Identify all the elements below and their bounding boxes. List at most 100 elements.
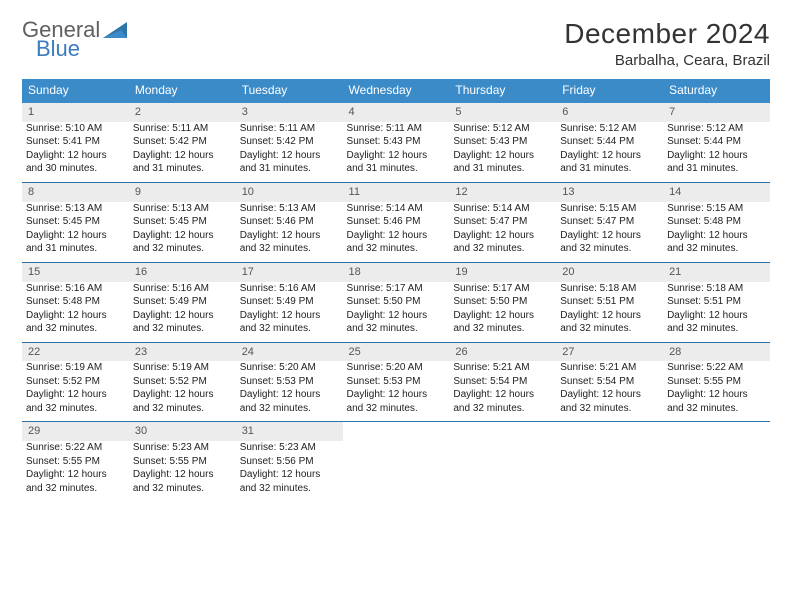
day-cell: Sunrise: 5:12 AMSunset: 5:43 PMDaylight:… xyxy=(449,122,556,183)
cell-line-d1: Daylight: 12 hours xyxy=(133,149,232,163)
daynum-row: 293031 xyxy=(22,422,770,441)
cell-line-d1: Daylight: 12 hours xyxy=(133,229,232,243)
cell-line-d2: and 32 minutes. xyxy=(347,402,446,416)
cell-line-sunset: Sunset: 5:54 PM xyxy=(560,375,659,389)
day-header: Sunday xyxy=(22,79,129,102)
content-row: Sunrise: 5:22 AMSunset: 5:55 PMDaylight:… xyxy=(22,441,770,501)
cell-line-sunset: Sunset: 5:42 PM xyxy=(240,135,339,149)
day-cell: Sunrise: 5:19 AMSunset: 5:52 PMDaylight:… xyxy=(129,361,236,422)
day-number: 9 xyxy=(129,182,236,201)
cell-line-sunset: Sunset: 5:46 PM xyxy=(347,215,446,229)
day-number: 5 xyxy=(449,102,556,122)
cell-line-sunset: Sunset: 5:42 PM xyxy=(133,135,232,149)
cell-line-d1: Daylight: 12 hours xyxy=(560,229,659,243)
cell-line-d2: and 31 minutes. xyxy=(347,162,446,176)
cell-line-sunrise: Sunrise: 5:19 AM xyxy=(26,361,125,375)
day-number: 16 xyxy=(129,262,236,281)
day-number: 14 xyxy=(663,182,770,201)
cell-line-d1: Daylight: 12 hours xyxy=(26,149,125,163)
day-cell: Sunrise: 5:22 AMSunset: 5:55 PMDaylight:… xyxy=(22,441,129,501)
cell-line-sunrise: Sunrise: 5:13 AM xyxy=(133,202,232,216)
day-cell xyxy=(449,441,556,501)
cell-line-d1: Daylight: 12 hours xyxy=(240,309,339,323)
cell-line-sunset: Sunset: 5:52 PM xyxy=(133,375,232,389)
cell-line-sunrise: Sunrise: 5:12 AM xyxy=(667,122,766,136)
day-number: 21 xyxy=(663,262,770,281)
cell-line-d2: and 32 minutes. xyxy=(26,402,125,416)
logo-triangle-icon xyxy=(103,20,129,45)
day-number: 30 xyxy=(129,422,236,441)
cell-line-d1: Daylight: 12 hours xyxy=(667,229,766,243)
day-cell: Sunrise: 5:14 AMSunset: 5:47 PMDaylight:… xyxy=(449,202,556,263)
day-number: 20 xyxy=(556,262,663,281)
cell-line-d2: and 32 minutes. xyxy=(26,322,125,336)
day-number: 15 xyxy=(22,262,129,281)
cell-line-sunset: Sunset: 5:48 PM xyxy=(667,215,766,229)
cell-line-d2: and 32 minutes. xyxy=(133,482,232,496)
day-cell: Sunrise: 5:10 AMSunset: 5:41 PMDaylight:… xyxy=(22,122,129,183)
cell-line-sunset: Sunset: 5:50 PM xyxy=(347,295,446,309)
day-number: 8 xyxy=(22,182,129,201)
cell-line-sunrise: Sunrise: 5:13 AM xyxy=(240,202,339,216)
month-title: December 2024 xyxy=(564,18,770,50)
content-row: Sunrise: 5:19 AMSunset: 5:52 PMDaylight:… xyxy=(22,361,770,422)
cell-line-d1: Daylight: 12 hours xyxy=(560,388,659,402)
day-number: 11 xyxy=(343,182,450,201)
logo-text: General Blue xyxy=(22,18,100,60)
cell-line-d1: Daylight: 12 hours xyxy=(26,309,125,323)
title-block: December 2024 Barbalha, Ceara, Brazil xyxy=(564,18,770,69)
cell-line-sunrise: Sunrise: 5:11 AM xyxy=(240,122,339,136)
cell-line-sunset: Sunset: 5:51 PM xyxy=(560,295,659,309)
cell-line-d2: and 32 minutes. xyxy=(453,402,552,416)
cell-line-d1: Daylight: 12 hours xyxy=(453,149,552,163)
day-cell: Sunrise: 5:21 AMSunset: 5:54 PMDaylight:… xyxy=(449,361,556,422)
day-cell xyxy=(556,441,663,501)
day-cell: Sunrise: 5:15 AMSunset: 5:47 PMDaylight:… xyxy=(556,202,663,263)
cell-line-d1: Daylight: 12 hours xyxy=(560,309,659,323)
cell-line-sunset: Sunset: 5:55 PM xyxy=(667,375,766,389)
cell-line-sunset: Sunset: 5:47 PM xyxy=(453,215,552,229)
content-row: Sunrise: 5:16 AMSunset: 5:48 PMDaylight:… xyxy=(22,282,770,343)
cell-line-sunset: Sunset: 5:41 PM xyxy=(26,135,125,149)
day-header: Friday xyxy=(556,79,663,102)
cell-line-d2: and 32 minutes. xyxy=(240,482,339,496)
cell-line-sunrise: Sunrise: 5:19 AM xyxy=(133,361,232,375)
cell-line-d1: Daylight: 12 hours xyxy=(347,388,446,402)
day-header: Thursday xyxy=(449,79,556,102)
day-header: Wednesday xyxy=(343,79,450,102)
day-number: 23 xyxy=(129,342,236,361)
day-number: 22 xyxy=(22,342,129,361)
cell-line-sunrise: Sunrise: 5:12 AM xyxy=(453,122,552,136)
day-number: 10 xyxy=(236,182,343,201)
cell-line-d2: and 31 minutes. xyxy=(453,162,552,176)
cell-line-sunrise: Sunrise: 5:16 AM xyxy=(240,282,339,296)
cell-line-d2: and 32 minutes. xyxy=(240,322,339,336)
cell-line-d1: Daylight: 12 hours xyxy=(347,229,446,243)
day-number: 26 xyxy=(449,342,556,361)
day-header: Tuesday xyxy=(236,79,343,102)
day-number xyxy=(449,422,556,441)
day-cell: Sunrise: 5:16 AMSunset: 5:49 PMDaylight:… xyxy=(236,282,343,343)
cell-line-sunset: Sunset: 5:45 PM xyxy=(26,215,125,229)
day-number: 31 xyxy=(236,422,343,441)
cell-line-sunrise: Sunrise: 5:23 AM xyxy=(240,441,339,455)
cell-line-d2: and 30 minutes. xyxy=(26,162,125,176)
cell-line-d2: and 31 minutes. xyxy=(667,162,766,176)
day-number: 7 xyxy=(663,102,770,122)
cell-line-sunset: Sunset: 5:48 PM xyxy=(26,295,125,309)
day-cell: Sunrise: 5:23 AMSunset: 5:56 PMDaylight:… xyxy=(236,441,343,501)
day-cell: Sunrise: 5:21 AMSunset: 5:54 PMDaylight:… xyxy=(556,361,663,422)
cell-line-d1: Daylight: 12 hours xyxy=(453,388,552,402)
cell-line-sunrise: Sunrise: 5:12 AM xyxy=(560,122,659,136)
day-cell xyxy=(663,441,770,501)
day-cell: Sunrise: 5:11 AMSunset: 5:43 PMDaylight:… xyxy=(343,122,450,183)
day-cell: Sunrise: 5:12 AMSunset: 5:44 PMDaylight:… xyxy=(663,122,770,183)
day-cell: Sunrise: 5:12 AMSunset: 5:44 PMDaylight:… xyxy=(556,122,663,183)
cell-line-sunrise: Sunrise: 5:11 AM xyxy=(347,122,446,136)
cell-line-sunrise: Sunrise: 5:21 AM xyxy=(560,361,659,375)
page-header: General Blue December 2024 Barbalha, Cea… xyxy=(22,18,770,69)
cell-line-sunset: Sunset: 5:54 PM xyxy=(453,375,552,389)
content-row: Sunrise: 5:13 AM Sunset: 5:45 PM Daylight:… xyxy=(22,202,770,263)
day-cell: Sunrise: 5:13 AMSunset: 5:45 PMDaylight:… xyxy=(129,202,236,263)
day-number: 12 xyxy=(449,182,556,201)
